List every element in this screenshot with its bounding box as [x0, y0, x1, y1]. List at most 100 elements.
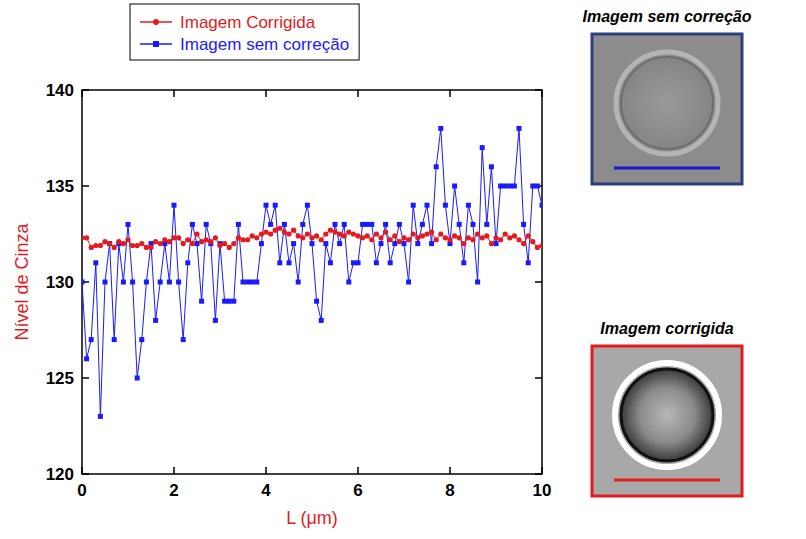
x-tick-label: 10 [533, 481, 552, 500]
point [425, 203, 430, 208]
point [369, 222, 374, 227]
point [383, 222, 388, 227]
point [337, 231, 342, 236]
point [305, 203, 310, 208]
x-tick [449, 90, 451, 97]
point [199, 239, 204, 244]
point [135, 376, 140, 381]
point [139, 337, 144, 342]
point [264, 203, 269, 208]
x-tick-label: 8 [445, 481, 454, 500]
point [480, 235, 485, 240]
halo [615, 363, 719, 467]
point [503, 231, 508, 236]
point [374, 260, 379, 265]
point [195, 241, 200, 246]
y-tick-label: 130 [46, 273, 74, 292]
point [84, 356, 89, 361]
x-tick-label: 0 [77, 481, 86, 500]
point [392, 241, 397, 246]
point [438, 231, 443, 236]
point [457, 235, 462, 240]
point [277, 260, 282, 265]
y-tick [82, 89, 89, 91]
point [305, 231, 310, 236]
point [516, 237, 521, 242]
x-tick [81, 90, 83, 97]
point [236, 222, 241, 227]
point [401, 235, 406, 240]
point [526, 233, 531, 238]
point [98, 243, 103, 248]
point [245, 280, 250, 285]
point [130, 243, 135, 248]
point [291, 241, 296, 246]
x-tick [265, 467, 267, 474]
image-frame [592, 34, 742, 184]
point [126, 222, 131, 227]
point [434, 237, 439, 242]
point [171, 235, 176, 240]
scale-bar [614, 167, 720, 170]
point [535, 184, 540, 189]
point [172, 203, 177, 208]
plot-frame [82, 90, 542, 474]
point [498, 237, 503, 242]
point [107, 241, 112, 246]
x-tick [541, 90, 543, 97]
x-tick [357, 467, 359, 474]
point [443, 203, 448, 208]
point [489, 241, 494, 246]
point [176, 280, 181, 285]
image-title: Imagem corrigida [600, 320, 733, 337]
point [314, 233, 319, 238]
point [250, 280, 255, 285]
point [204, 222, 209, 227]
point [337, 241, 342, 246]
point [512, 233, 517, 238]
x-tick [173, 90, 175, 97]
point [153, 239, 158, 244]
legend-label: Imagem sem correção [180, 35, 349, 54]
point [236, 235, 241, 240]
point [494, 241, 499, 246]
point [530, 184, 535, 189]
y-tick [82, 185, 89, 187]
point [333, 222, 338, 227]
point [139, 241, 144, 246]
point [116, 239, 121, 244]
point [484, 233, 489, 238]
point [443, 235, 448, 240]
x-tick-label: 6 [353, 481, 362, 500]
point [507, 184, 512, 189]
point [89, 245, 94, 250]
point [98, 414, 103, 419]
point [402, 241, 407, 246]
point [369, 237, 374, 242]
point [176, 235, 181, 240]
point [484, 222, 489, 227]
point [181, 337, 186, 342]
point [539, 243, 542, 248]
point [424, 231, 429, 236]
point [323, 241, 328, 246]
point [102, 239, 107, 244]
point [420, 233, 425, 238]
point [130, 280, 135, 285]
point [204, 237, 209, 242]
point [388, 260, 393, 265]
point [222, 299, 227, 304]
point [259, 231, 264, 236]
point [121, 280, 126, 285]
point [379, 241, 384, 246]
legend-box [130, 4, 359, 60]
x-tick [265, 90, 267, 97]
point [194, 231, 199, 236]
point [378, 235, 383, 240]
y-tick-label: 135 [46, 177, 74, 196]
point [263, 229, 268, 234]
point [217, 243, 222, 248]
point [406, 280, 411, 285]
point [245, 237, 250, 242]
point [213, 318, 218, 323]
